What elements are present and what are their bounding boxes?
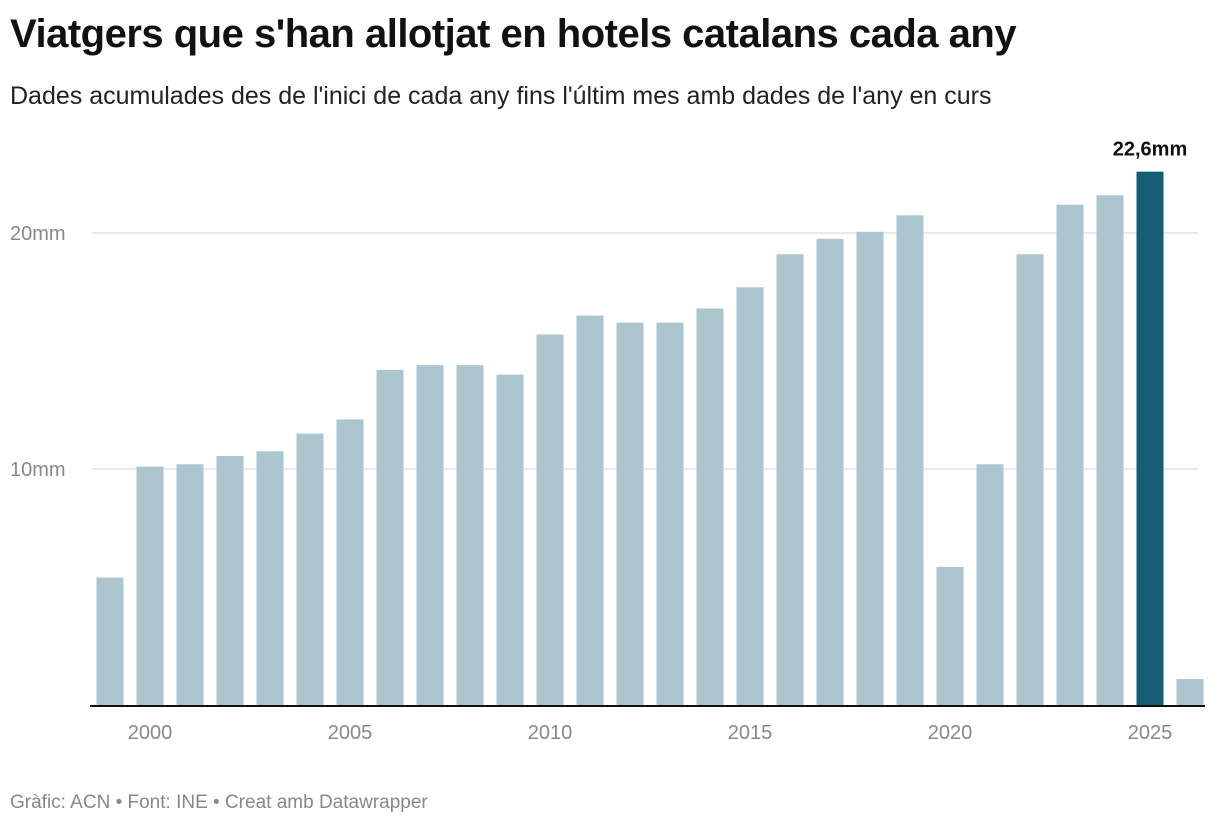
bar [816, 238, 844, 705]
bar [216, 456, 244, 705]
bar [776, 254, 804, 706]
y-tick-label: 10mm [10, 459, 66, 481]
x-tick-label: 2020 [928, 722, 973, 744]
y-tick-label: 20mm [10, 223, 66, 245]
bar [576, 315, 604, 705]
bar [1096, 195, 1124, 706]
y-axis-ticks: 10mm 20mm [10, 223, 66, 481]
bar-chart: 10mm 20mm 2000 2005 2010 2015 2020 2025 22,6mm [10, 139, 1205, 744]
bar [496, 374, 524, 705]
bar [1016, 254, 1044, 706]
x-tick-label: 2005 [328, 722, 373, 744]
x-tick-label: 2000 [128, 722, 173, 744]
chart-footer: Gràfic: ACN • Font: INE • Creat amb Data… [10, 792, 428, 813]
bar [376, 369, 404, 705]
bar [856, 231, 884, 705]
chart-subtitle: Dades acumulades des de l'inici de cada … [10, 82, 992, 110]
bar [296, 433, 324, 705]
highlight-value-label: 22,6mm [1113, 139, 1188, 161]
bar [736, 287, 764, 705]
bar [696, 308, 724, 705]
bar-highlight [1136, 171, 1164, 705]
bar [336, 419, 364, 705]
bars [96, 171, 1204, 706]
bar [1176, 679, 1204, 705]
bar [976, 464, 1004, 705]
bar [1056, 204, 1084, 705]
bar [136, 466, 164, 705]
bar [256, 451, 284, 705]
bar [896, 215, 924, 706]
x-tick-label: 2015 [728, 722, 773, 744]
bar [936, 566, 964, 705]
bar [96, 577, 124, 705]
x-axis-ticks: 2000 2005 2010 2015 2020 2025 [128, 722, 1173, 744]
bar [616, 322, 644, 705]
bar [416, 365, 444, 705]
bar [536, 334, 564, 705]
chart-title: Viatgers que s'han allotjat en hotels ca… [10, 12, 1017, 56]
x-tick-label: 2025 [1128, 722, 1173, 744]
bar [456, 365, 484, 705]
bar [176, 464, 204, 705]
bar [656, 322, 684, 705]
x-tick-label: 2010 [528, 722, 573, 744]
